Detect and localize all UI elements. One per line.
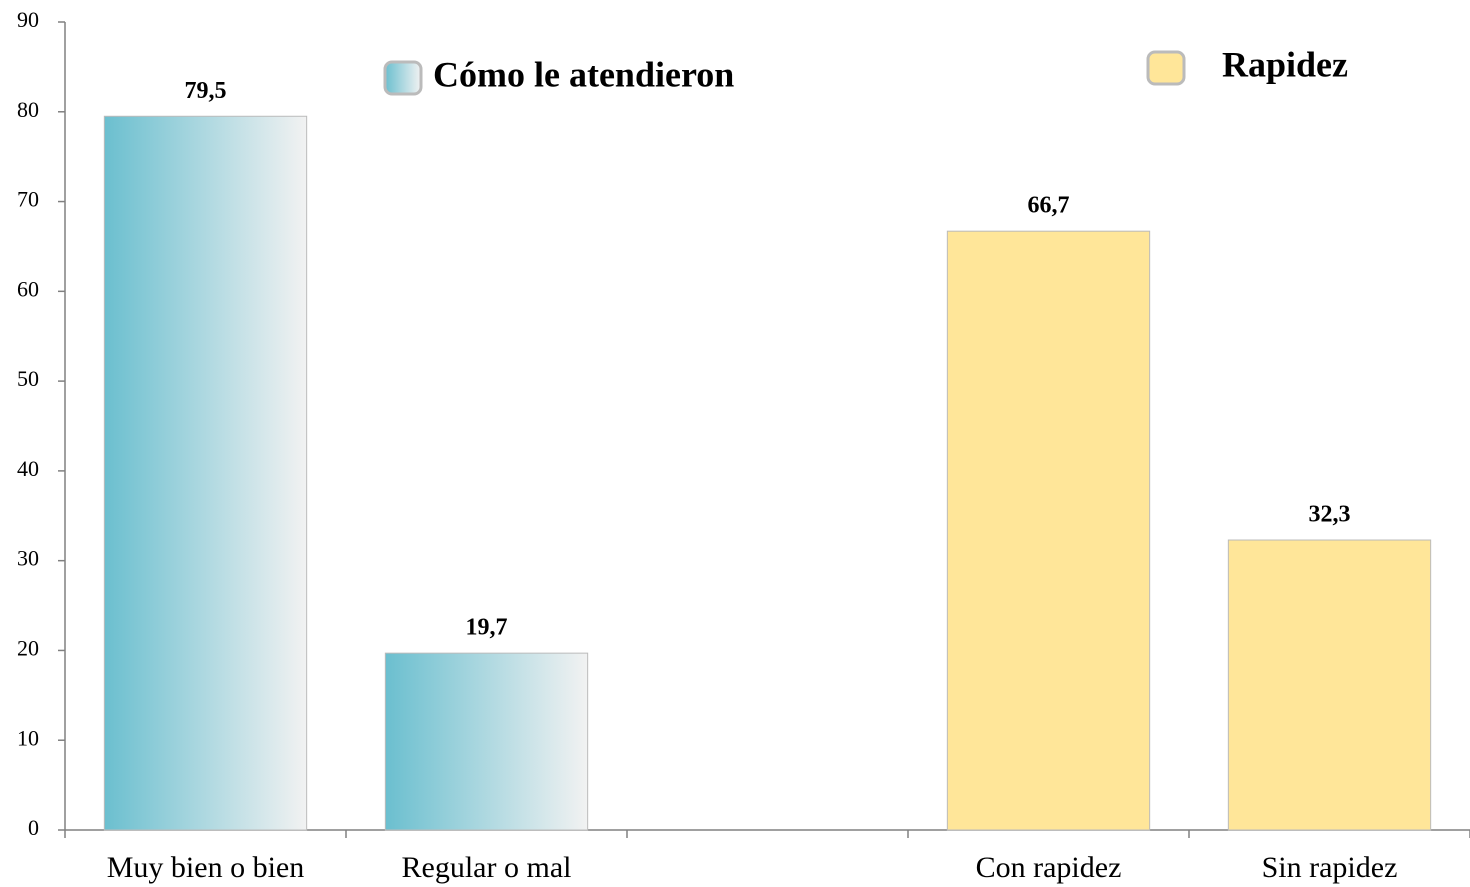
legend-label: Rapidez xyxy=(1222,44,1348,84)
y-tick-label: 10 xyxy=(17,725,39,750)
legend-swatch xyxy=(383,60,423,96)
bar xyxy=(1227,539,1432,831)
value-label: 79,5 xyxy=(185,78,227,104)
y-tick-label: 0 xyxy=(28,815,39,840)
y-tick-label: 20 xyxy=(17,635,39,660)
x-tick-label: Sin rapidez xyxy=(1262,851,1398,884)
x-tick-label: Regular o mal xyxy=(402,851,572,884)
x-tick-label: Muy bien o bien xyxy=(107,851,304,884)
legend-swatch xyxy=(1146,50,1186,86)
bar xyxy=(946,230,1151,831)
y-tick-label: 40 xyxy=(17,456,39,481)
x-tick-label: Con rapidez xyxy=(976,851,1122,884)
y-tick-label: 30 xyxy=(17,546,39,571)
value-label: 19,7 xyxy=(466,615,508,641)
y-tick-label: 80 xyxy=(17,97,39,122)
y-tick-label: 60 xyxy=(17,276,39,301)
y-tick-label: 70 xyxy=(17,187,39,212)
y-tick-label: 90 xyxy=(17,7,39,32)
bar xyxy=(384,652,589,831)
value-label: 66,7 xyxy=(1028,193,1070,219)
bar xyxy=(103,115,308,831)
value-label: 32,3 xyxy=(1309,502,1351,528)
legend-label: Cómo le atendieron xyxy=(433,54,734,94)
y-tick-label: 50 xyxy=(17,366,39,391)
